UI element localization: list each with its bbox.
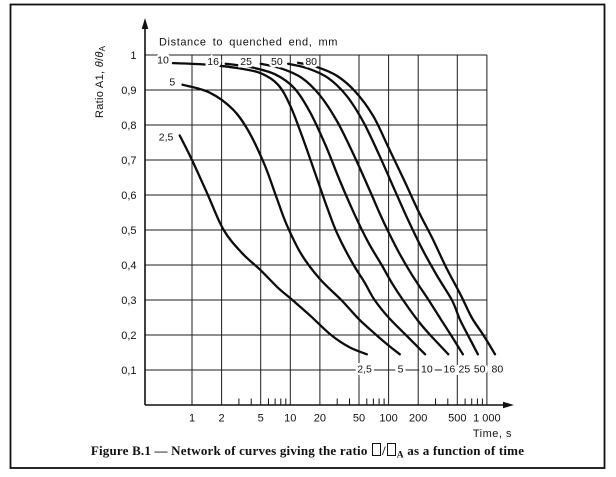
caption-prefix: Figure B.1 — Network of curves giving th…	[90, 443, 371, 458]
curve-5mm	[181, 83, 401, 356]
y-axis-arrow	[141, 18, 149, 29]
x-tick-label-1000: 1 000	[473, 413, 501, 425]
x-tick-label-200: 200	[409, 413, 427, 425]
x-minor-ticks	[238, 398, 483, 405]
figure-border	[9, 3, 606, 469]
y-tick-label-0.8: 0,8	[121, 120, 136, 132]
curve-end-label-16mm: 16	[444, 364, 456, 376]
x-tick-label-50: 50	[353, 413, 365, 425]
y-tick-label-0.7: 0,7	[121, 155, 136, 167]
chart-title: Distance to quenched end, mm	[159, 37, 338, 49]
curve-end-label-5mm: 5	[398, 364, 404, 376]
curve-top-label-2.5mm: 2,5	[159, 131, 174, 143]
curve-16mm	[224, 62, 450, 356]
x-tick-label-1: 1	[189, 413, 195, 425]
curve-80mm	[296, 61, 497, 356]
missing-glyph-box	[371, 443, 381, 456]
curve-top-label-5mm: 5	[169, 76, 175, 88]
x-tick-label-100: 100	[379, 413, 397, 425]
y-tick-label-0.4: 0,4	[121, 260, 136, 272]
y-tick-label-0.5: 0,5	[121, 225, 136, 237]
figure-caption: Figure B.1 — Network of curves giving th…	[10, 443, 605, 461]
curve-end-label-2.5mm: 2,5	[357, 364, 372, 376]
tick-labels: 1 2 5 10 20 50 100 200 500 1 00010,90,80,70,60,50…	[121, 50, 500, 425]
curve-end-label-50mm: 50	[474, 364, 486, 376]
x-axis-arrow	[503, 401, 514, 409]
y-tick-label-0.9: 0,9	[121, 85, 136, 97]
caption-subscript: A	[396, 450, 404, 461]
curve-top-label-10mm: 10	[157, 54, 169, 66]
x-axis-title: Time, s	[473, 428, 512, 440]
curve-25mm	[259, 62, 465, 356]
curve-end-label-25mm: 25	[459, 364, 471, 376]
x-tick-label-20: 20	[314, 413, 326, 425]
y-tick-label-0.6: 0,6	[121, 190, 136, 202]
curve-family	[171, 61, 497, 356]
axes	[141, 18, 514, 409]
x-tick-label-2: 2	[219, 413, 225, 425]
curve-50mm	[286, 62, 480, 356]
y-tick-label-0.3: 0,3	[121, 295, 136, 307]
curve-top-label-25mm: 25	[240, 56, 252, 68]
curve-2.5mm	[178, 134, 368, 356]
curve-top-label-80mm: 80	[305, 56, 317, 68]
curve-end-label-10mm: 10	[421, 364, 433, 376]
curve-end-label-80mm: 80	[492, 364, 504, 376]
y-tick-label-0.2: 0,2	[121, 330, 136, 342]
curve-top-label-50mm: 50	[271, 56, 283, 68]
y-axis-title: Ratio A1, θ/θA	[94, 45, 107, 118]
x-tick-label-10: 10	[284, 413, 296, 425]
missing-glyph-box	[386, 443, 396, 456]
y-tick-label-0.1: 0,1	[121, 365, 136, 377]
curve-10mm	[171, 61, 427, 356]
plot-grid	[145, 54, 488, 405]
x-tick-label-5: 5	[258, 413, 264, 425]
x-tick-label-500: 500	[448, 413, 466, 425]
caption-suffix: as a function of time	[403, 443, 525, 458]
caption-separator: /	[381, 443, 386, 458]
y-tick-label-1: 1	[130, 50, 136, 62]
curve-top-label-16mm: 16	[207, 56, 219, 68]
